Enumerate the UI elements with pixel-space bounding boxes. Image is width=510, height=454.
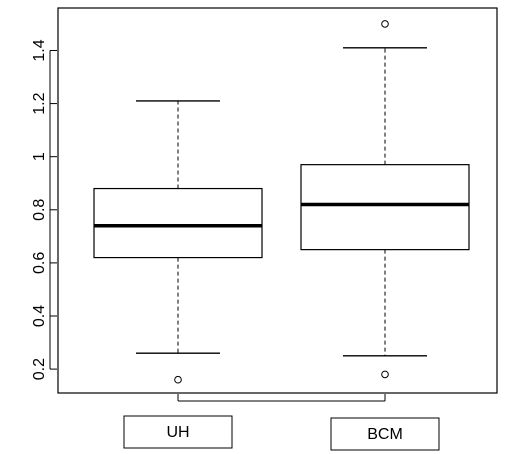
y-tick-label: 1.2	[31, 92, 48, 114]
x-tick-label: UH	[166, 424, 189, 441]
y-tick-label: 0.4	[31, 305, 48, 327]
category-label-box	[123, 415, 233, 449]
y-tick-label: 0.8	[31, 199, 48, 221]
box	[93, 187, 263, 259]
y-tick-label: 0.2	[31, 358, 48, 380]
outlier	[381, 20, 389, 28]
x-tick-label: BCM	[367, 426, 403, 443]
box	[300, 164, 470, 251]
y-tick-label: 1	[31, 152, 48, 161]
outlier	[174, 375, 182, 384]
y-tick-label: 1.4	[31, 39, 48, 61]
category-label-box	[330, 417, 440, 451]
plot-frame	[57, 7, 498, 394]
y-tick-label: 0.6	[31, 252, 48, 274]
outlier	[381, 370, 389, 379]
